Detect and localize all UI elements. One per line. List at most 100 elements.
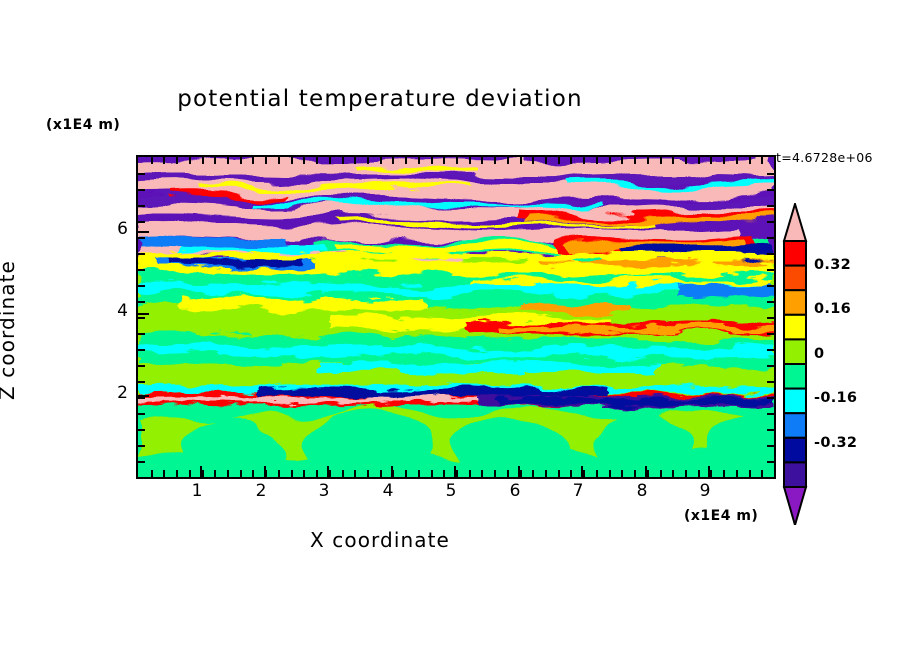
x-minor-tick <box>291 470 293 477</box>
y-minor-tick <box>767 397 774 399</box>
x-major-tick <box>200 466 202 477</box>
colorbar-band <box>783 387 807 415</box>
x-major-tick <box>708 466 710 477</box>
x-minor-tick <box>291 157 293 164</box>
y-axis-title: Z coordinate <box>0 260 19 400</box>
colorbar-band <box>783 313 807 341</box>
x-minor-tick <box>507 470 509 477</box>
x-minor-tick <box>189 157 191 164</box>
x-major-tick <box>645 466 647 477</box>
x-minor-tick <box>189 470 191 477</box>
x-major-tick <box>518 466 520 477</box>
x-minor-tick <box>710 470 712 477</box>
x-minor-tick <box>621 470 623 477</box>
x-minor-tick <box>507 157 509 164</box>
x-minor-tick <box>634 470 636 477</box>
x-minor-tick <box>545 157 547 164</box>
x-tick-label: 9 <box>699 481 711 501</box>
x-minor-tick <box>329 470 331 477</box>
y-minor-tick <box>138 413 145 415</box>
x-minor-tick <box>685 470 687 477</box>
y-minor-tick <box>138 429 145 431</box>
x-minor-tick <box>303 157 305 164</box>
x-tick-label: 7 <box>572 481 584 501</box>
y-axis-unit-label: (x1E4 m) <box>46 117 121 133</box>
contour-field <box>138 157 774 477</box>
colorbar-label: -0.16 <box>814 390 858 406</box>
x-minor-tick <box>227 157 229 164</box>
x-major-tick <box>454 466 456 477</box>
y-minor-tick <box>767 365 774 367</box>
x-minor-tick <box>749 157 751 164</box>
y-minor-tick <box>767 461 774 463</box>
x-minor-tick <box>214 157 216 164</box>
x-tick-label: 4 <box>382 481 394 501</box>
x-minor-tick <box>240 470 242 477</box>
y-minor-tick <box>767 445 774 447</box>
x-minor-tick <box>469 157 471 164</box>
y-minor-tick <box>767 317 774 319</box>
colorbar-band <box>783 240 807 267</box>
x-minor-tick <box>163 470 165 477</box>
x-minor-tick <box>380 470 382 477</box>
x-axis-unit-label: (x1E4 m) <box>684 508 759 524</box>
x-minor-tick <box>443 157 445 164</box>
x-tick-label: 6 <box>509 481 521 501</box>
colorbar-band <box>783 338 807 365</box>
y-minor-tick <box>767 349 774 351</box>
colorbar-band <box>783 264 807 292</box>
y-minor-tick <box>767 381 774 383</box>
x-minor-tick <box>596 470 598 477</box>
x-minor-tick <box>151 157 153 164</box>
y-minor-tick <box>138 381 145 383</box>
x-minor-tick <box>520 470 522 477</box>
colorbar-band <box>783 289 807 316</box>
colorbar-label: 0.32 <box>814 257 851 273</box>
y-minor-tick <box>138 397 145 399</box>
y-minor-tick <box>138 365 145 367</box>
colorbar-band <box>783 436 807 464</box>
x-tick-label: 8 <box>636 481 648 501</box>
x-minor-tick <box>634 157 636 164</box>
x-minor-tick <box>494 157 496 164</box>
x-minor-tick <box>151 470 153 477</box>
x-minor-tick <box>481 157 483 164</box>
x-minor-tick <box>583 157 585 164</box>
x-minor-tick <box>392 470 394 477</box>
x-minor-tick <box>278 470 280 477</box>
page-title: potential temperature deviation <box>177 86 583 112</box>
colorbar-label: 0 <box>814 346 825 362</box>
y-minor-tick <box>138 237 145 239</box>
x-minor-tick <box>418 157 420 164</box>
x-minor-tick <box>316 157 318 164</box>
contour-plot-area <box>136 155 776 479</box>
x-minor-tick <box>367 157 369 164</box>
x-minor-tick <box>367 470 369 477</box>
colorbar-band <box>783 461 807 488</box>
y-minor-tick <box>767 237 774 239</box>
y-minor-tick <box>767 413 774 415</box>
y-minor-tick <box>138 205 145 207</box>
x-tick-label: 3 <box>318 481 330 501</box>
x-minor-tick <box>431 157 433 164</box>
x-minor-tick <box>660 157 662 164</box>
x-minor-tick <box>596 157 598 164</box>
x-minor-tick <box>163 157 165 164</box>
x-minor-tick <box>443 470 445 477</box>
x-minor-tick <box>570 470 572 477</box>
x-minor-tick <box>303 470 305 477</box>
x-minor-tick <box>418 470 420 477</box>
y-tick-label: 4 <box>117 301 128 321</box>
x-minor-tick <box>609 157 611 164</box>
x-minor-tick <box>316 470 318 477</box>
y-minor-tick <box>767 205 774 207</box>
x-minor-tick <box>558 470 560 477</box>
x-minor-tick <box>278 157 280 164</box>
x-tick-label: 2 <box>255 481 267 501</box>
y-major-tick <box>138 395 149 397</box>
y-minor-tick <box>767 333 774 335</box>
y-minor-tick <box>138 445 145 447</box>
x-minor-tick <box>761 470 763 477</box>
x-minor-tick <box>252 470 254 477</box>
